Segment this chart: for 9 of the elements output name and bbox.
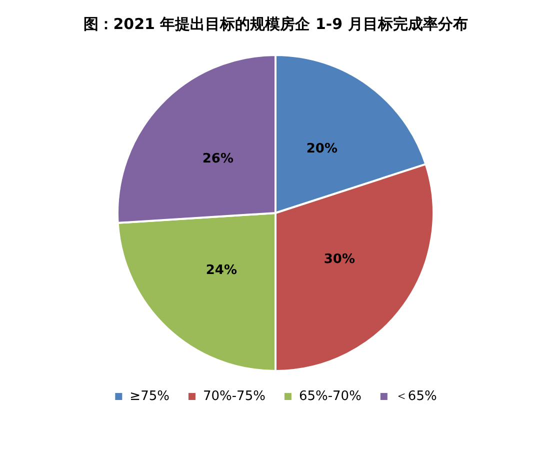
legend-label: 70%-75%	[202, 388, 266, 404]
legend-label: 65%-70%	[298, 388, 362, 404]
chart-title: 图：2021 年提出目标的规模房企 1-9 月目标完成率分布	[83, 14, 468, 33]
data-label: 24%	[206, 262, 237, 278]
data-label: 30%	[324, 252, 355, 267]
legend-label: ＜65%	[394, 388, 437, 404]
legend-label: ≥75%	[130, 388, 170, 404]
data-label: 20%	[306, 141, 338, 156]
data-label: 26%	[202, 151, 234, 166]
